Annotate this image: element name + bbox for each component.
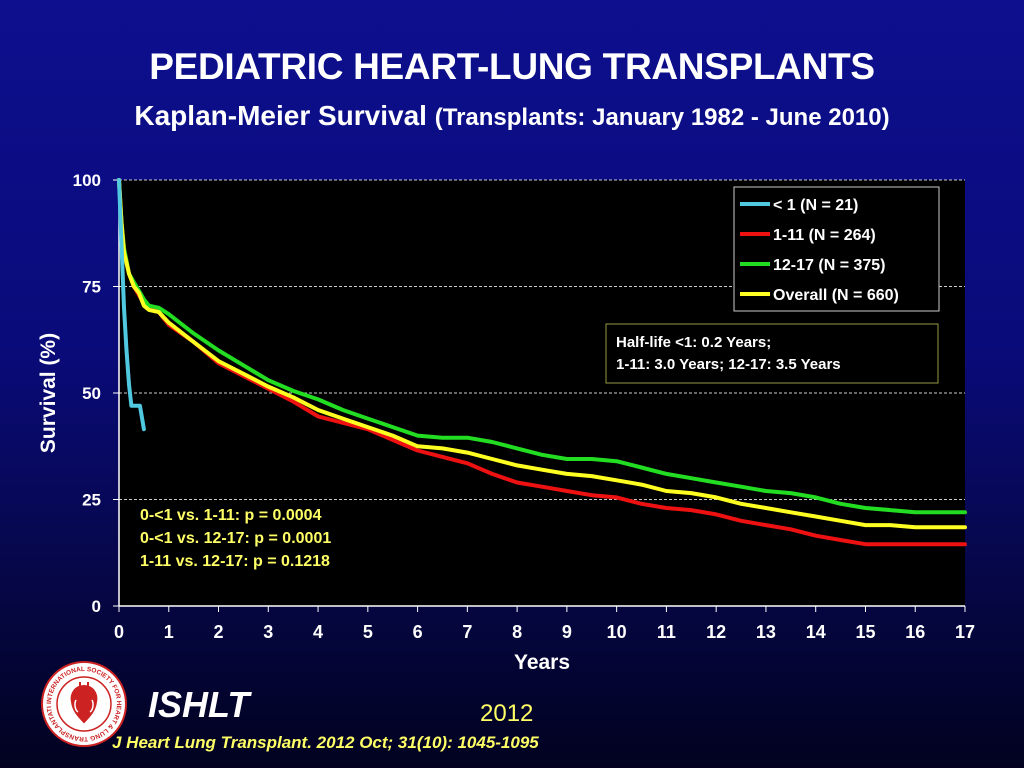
ishlt-logo: INTERNATIONAL SOCIETY FOR HEART & LUNG T…: [40, 660, 127, 747]
x-tick-label: 2: [214, 622, 224, 642]
y-axis-label: Survival (%): [37, 333, 60, 453]
x-tick-label: 17: [955, 622, 975, 642]
x-tick-label: 16: [905, 622, 925, 642]
legend-label: 1-11 (N = 264): [773, 227, 876, 244]
half-life-line-2: 1-11: 3.0 Years; 12-17: 3.5 Years: [616, 356, 841, 373]
x-tick-label: 10: [607, 622, 627, 642]
slide-subtitle: Kaplan-Meier Survival (Transplants: Janu…: [0, 100, 1024, 132]
p-value-line-2: 0-<1 vs. 12-17: p = 0.0001: [140, 530, 331, 547]
series-lines: [117, 178, 967, 547]
x-tick-label: 3: [263, 622, 273, 642]
legend-label: Overall (N = 660): [773, 287, 899, 304]
x-tick-label: 11: [657, 622, 676, 642]
half-life-box: [605, 323, 939, 384]
x-tick-label: 5: [363, 622, 373, 642]
x-tick-label: 14: [806, 622, 826, 642]
publication-year: 2012: [480, 700, 534, 727]
y-tick-label: 25: [82, 491, 101, 510]
p-value-line-3: 1-11 vs. 12-17: p = 0.1218: [140, 553, 330, 570]
x-tick-label: 13: [756, 622, 776, 642]
subtitle-main: Kaplan-Meier Survival: [134, 100, 427, 131]
legend-items: < 1 (N = 21) 1-11 (N = 264) 12-17 (N = 375…: [740, 197, 899, 304]
subtitle-detail: (Transplants: January 1982 - June 2010): [434, 104, 890, 131]
y-tick-label: 100: [73, 171, 101, 190]
legend-box: [733, 186, 940, 312]
series-line-3: [117, 178, 967, 530]
legend-label: < 1 (N = 21): [773, 197, 858, 214]
x-tick-label: 6: [413, 622, 423, 642]
series-line-2: [117, 178, 967, 515]
x-tick-label: 8: [512, 622, 522, 642]
legend: < 1 (N = 21) 1-11 (N = 264) 12-17 (N = 375…: [733, 186, 940, 312]
legend-label: 12-17 (N = 375): [773, 257, 886, 274]
x-tick-label: 9: [562, 622, 572, 642]
x-tick-label: 7: [462, 622, 472, 642]
slide-title: PEDIATRIC HEART-LUNG TRANSPLANTS: [149, 46, 875, 87]
x-tick-label: 4: [313, 622, 323, 642]
half-life-annotation: Half-life <1: 0.2 Years; 1-11: 3.0 Years…: [605, 323, 939, 384]
y-tick-label: 75: [82, 278, 101, 297]
series-line-0: [117, 178, 146, 432]
x-tick-label: 15: [855, 622, 875, 642]
x-axis-label: Years: [514, 651, 570, 674]
citation: J Heart Lung Transplant. 2012 Oct; 31(10…: [112, 733, 539, 752]
p-value-line-1: 0-<1 vs. 1-11: p = 0.0004: [140, 507, 322, 524]
x-tick-label: 12: [706, 622, 726, 642]
half-life-line-1: Half-life <1: 0.2 Years;: [616, 334, 771, 351]
p-value-annotation: 0-<1 vs. 1-11: p = 0.0004 0-<1 vs. 12-17…: [140, 507, 331, 570]
y-tick-label: 0: [92, 597, 101, 616]
x-tick-label: 0: [114, 622, 124, 642]
y-tick-label: 50: [82, 384, 101, 403]
organization-name: ISHLT: [148, 684, 250, 725]
x-tick-label: 1: [164, 622, 174, 642]
